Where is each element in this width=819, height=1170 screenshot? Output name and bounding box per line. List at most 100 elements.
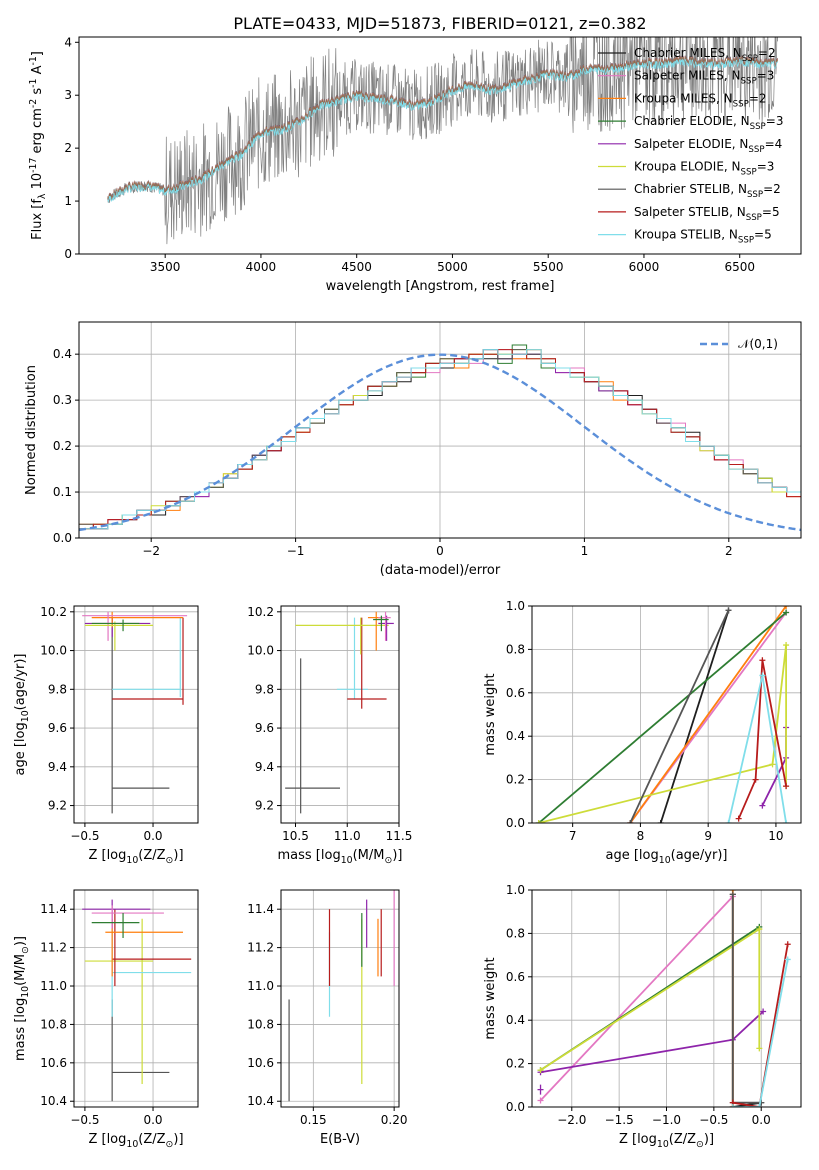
y-tick-label: 1	[64, 194, 72, 208]
x-tick-label: 2	[725, 544, 733, 558]
y-tick-label: 10.2	[247, 605, 274, 619]
y-tick-label: 11.2	[247, 941, 274, 955]
weight-line	[629, 606, 787, 823]
weight-marker	[760, 1008, 767, 1015]
y-tick-label: 0	[64, 247, 72, 261]
x-tick-label: 6000	[629, 260, 660, 274]
weight-marker	[784, 941, 791, 948]
y-tick-label: 10.2	[40, 605, 67, 619]
residuals-panel: 𝒩(0,1) −2 −1 0 1 2 0.0 0.1 0.2 0.3 0.4 (data-model)…	[24, 321, 802, 578]
weight-marker	[756, 1045, 763, 1052]
y-tick-label: 0.2	[506, 1057, 525, 1071]
x-tick-label: −1.0	[652, 1113, 681, 1127]
weight-marker	[783, 606, 790, 609]
legend-entry: Kroupa MILES, NSSP=2	[634, 91, 767, 109]
weight-line	[629, 609, 730, 823]
x-axis-label: E(B-V)	[320, 1132, 360, 1147]
weight-marker	[783, 609, 790, 616]
x-tick-label: 8	[637, 829, 645, 843]
y-tick-label: 9.6	[48, 721, 67, 735]
residuals-plot-area	[79, 322, 801, 538]
y-tick-label: 9.2	[48, 799, 67, 813]
weight-line	[540, 927, 761, 1071]
y-tick-label: 9.4	[255, 760, 274, 774]
weight-marker	[759, 672, 766, 679]
residual-histogram	[79, 349, 801, 530]
mass-vs-z-panel: −0.5 0.0 10.4 10.6 10.8 11.0 11.2 11.4 Z [log10(…	[13, 889, 199, 1150]
figure-title: PLATE=0433, MJD=51873, FIBERID=0121, z=0…	[233, 14, 646, 33]
legend-entry: 𝒩(0,1)	[738, 337, 778, 351]
x-tick-label: −0.5	[699, 1113, 728, 1127]
legend-entry: Kroupa STELIB, NSSP=5	[634, 228, 772, 246]
y-tick-label: 10.6	[247, 1056, 274, 1070]
y-tick-label: 10.8	[40, 1017, 67, 1031]
y-tick-label: 0.2	[53, 439, 72, 453]
x-tick-label: 1	[581, 544, 589, 558]
spectrum-plot-area	[107, 37, 778, 245]
x-tick-label: −0.5	[70, 1113, 99, 1127]
y-tick-label: 9.8	[255, 682, 274, 696]
x-tick-label: −2.0	[557, 1113, 586, 1127]
legend-entry: Chabrier MILES, NSSP=2	[634, 46, 776, 64]
weight-line	[538, 644, 787, 823]
weight-marker	[769, 761, 776, 768]
y-tick-label: 0.4	[506, 729, 525, 743]
x-tick-label: 11.0	[334, 829, 361, 843]
age-vs-mass-panel: 10.5 11.0 11.5 9.2 9.4 9.6 9.8 10.0 10.2 mass [lo…	[247, 605, 412, 866]
axes-frame	[73, 605, 199, 824]
y-axis-label: mass [log10(M/M⊙)]	[13, 936, 31, 1061]
y-tick-label: 9.4	[48, 760, 67, 774]
x-tick-label: −2	[142, 544, 160, 558]
x-axis-label: Z [log10(Z/Z⊙)]	[88, 848, 183, 866]
axes-frame	[280, 889, 400, 1108]
x-tick-label: 10.5	[282, 829, 309, 843]
y-tick-label: 9.2	[255, 799, 274, 813]
residual-histogram	[79, 349, 801, 530]
age-vs-z-panel: −0.5 0.0 9.2 9.4 9.6 9.8 10.0 10.2 Z [log10(Z/Z⊙…	[13, 605, 199, 866]
y-axis-label: age [log10(age/yr)]	[13, 654, 31, 776]
y-tick-label: 1.0	[506, 883, 525, 897]
weight-line	[732, 959, 789, 1107]
residual-histogram	[79, 349, 801, 530]
age-vs-z-plot-area	[74, 606, 198, 823]
y-tick-label: 11.2	[40, 941, 67, 955]
weight-marker	[783, 783, 790, 790]
residual-histogram	[79, 349, 801, 530]
mass-vs-z-plot-area	[74, 890, 198, 1107]
x-axis-label: mass [log10(M/M⊙)]	[278, 848, 403, 866]
x-tick-label: 9	[704, 829, 712, 843]
x-tick-label: 0.0	[752, 1113, 771, 1127]
y-tick-label: 11.0	[40, 979, 67, 993]
mass-vs-ebv-panel: 0.15 0.20 10.4 10.6 10.8 11.0 11.2 11.4 E(B-V)	[247, 889, 408, 1147]
y-tick-label: 0.4	[506, 1013, 525, 1027]
y-axis-label: Flux [fλ 10-17 erg cm-2 s-1 A-1]	[28, 51, 48, 240]
weight-line	[539, 895, 734, 1102]
y-tick-label: 2	[64, 141, 72, 155]
weight-marker	[759, 802, 766, 809]
y-tick-label: 10.4	[247, 1094, 274, 1108]
x-tick-label: −1.5	[605, 1113, 634, 1127]
weight-marker	[537, 1097, 544, 1104]
axes-frame	[73, 889, 199, 1108]
x-tick-label: 11.5	[386, 829, 413, 843]
y-tick-label: 11.4	[40, 902, 67, 916]
x-axis-label: age [log10(age/yr)]	[606, 848, 728, 866]
weight-marker	[537, 1067, 544, 1074]
residual-histogram	[79, 349, 801, 530]
y-tick-label: 0.8	[506, 642, 525, 656]
x-axis-label: wavelength [Angstrom, rest frame]	[326, 279, 555, 294]
y-tick-label: 11.4	[247, 902, 274, 916]
weight-marker	[783, 642, 790, 649]
y-tick-label: 10.8	[247, 1017, 274, 1031]
axes-frame	[280, 605, 400, 824]
y-tick-label: 11.0	[247, 979, 274, 993]
x-tick-label: 10	[768, 829, 783, 843]
y-tick-label: 0.2	[506, 773, 525, 787]
weight-marker	[756, 1104, 763, 1107]
weight-marker	[535, 820, 542, 823]
y-tick-label: 0.0	[53, 531, 72, 545]
weight-line	[731, 894, 762, 1104]
axes-frame	[78, 36, 802, 255]
weight-marker	[759, 657, 766, 664]
